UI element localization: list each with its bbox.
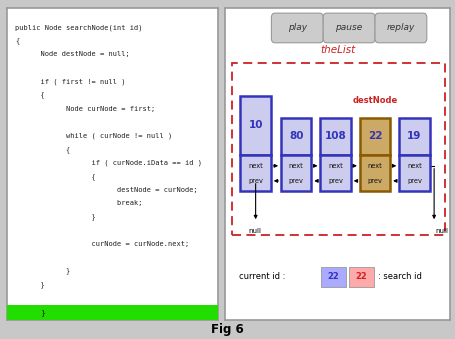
Text: }: } — [15, 214, 96, 220]
Text: destNode = curNode;: destNode = curNode; — [15, 187, 198, 193]
Text: prev: prev — [248, 178, 263, 184]
FancyBboxPatch shape — [281, 155, 311, 191]
Text: next: next — [328, 163, 343, 169]
FancyBboxPatch shape — [375, 13, 427, 43]
Text: }: } — [15, 268, 71, 275]
Text: next: next — [248, 163, 263, 169]
FancyBboxPatch shape — [240, 155, 271, 191]
Text: next: next — [407, 163, 422, 169]
Text: Fig 6: Fig 6 — [211, 323, 244, 336]
Text: 108: 108 — [325, 131, 346, 141]
Text: 80: 80 — [289, 131, 303, 141]
Text: null: null — [248, 228, 261, 234]
FancyBboxPatch shape — [320, 155, 351, 191]
FancyBboxPatch shape — [399, 155, 430, 191]
FancyBboxPatch shape — [360, 155, 390, 191]
Text: while ( curNode != null ): while ( curNode != null ) — [15, 133, 172, 139]
Text: replay: replay — [387, 23, 415, 33]
Text: prev: prev — [289, 178, 303, 184]
Text: public Node searchNode(int id): public Node searchNode(int id) — [15, 24, 143, 31]
Text: 22: 22 — [328, 272, 339, 281]
Text: next: next — [289, 163, 303, 169]
Text: 19: 19 — [407, 131, 422, 141]
FancyBboxPatch shape — [271, 13, 323, 43]
Text: 10: 10 — [248, 120, 263, 131]
Text: if ( curNode.iData == id ): if ( curNode.iData == id ) — [15, 160, 202, 166]
Text: null: null — [435, 228, 448, 234]
Text: }: } — [15, 281, 45, 288]
Text: }: } — [15, 310, 46, 316]
Text: destNode: destNode — [352, 96, 398, 105]
Text: {: { — [15, 38, 20, 44]
FancyBboxPatch shape — [281, 118, 311, 155]
Text: prev: prev — [407, 178, 422, 184]
Text: {: { — [15, 92, 45, 98]
FancyBboxPatch shape — [320, 118, 351, 155]
FancyBboxPatch shape — [349, 266, 374, 287]
Text: Node curNode = first;: Node curNode = first; — [15, 105, 156, 112]
Text: {: { — [15, 146, 71, 153]
Text: curNode = curNode.next;: curNode = curNode.next; — [15, 241, 190, 247]
FancyBboxPatch shape — [240, 96, 271, 155]
Text: 22: 22 — [368, 131, 382, 141]
Text: play: play — [288, 23, 307, 33]
Text: 22: 22 — [356, 272, 367, 281]
FancyBboxPatch shape — [7, 305, 218, 320]
Text: prev: prev — [368, 178, 383, 184]
FancyBboxPatch shape — [323, 13, 375, 43]
Text: Node destNode = null;: Node destNode = null; — [15, 52, 130, 57]
Text: pause: pause — [335, 23, 363, 33]
FancyBboxPatch shape — [399, 118, 430, 155]
FancyBboxPatch shape — [321, 266, 346, 287]
Text: theList: theList — [321, 45, 356, 55]
Text: if ( first != null ): if ( first != null ) — [15, 78, 126, 85]
Text: break;: break; — [15, 200, 143, 206]
Text: current id :: current id : — [239, 272, 285, 281]
Text: prev: prev — [328, 178, 343, 184]
Text: next: next — [368, 163, 382, 169]
Text: {: { — [15, 173, 96, 180]
FancyBboxPatch shape — [360, 118, 390, 155]
Text: : search id: : search id — [379, 272, 422, 281]
